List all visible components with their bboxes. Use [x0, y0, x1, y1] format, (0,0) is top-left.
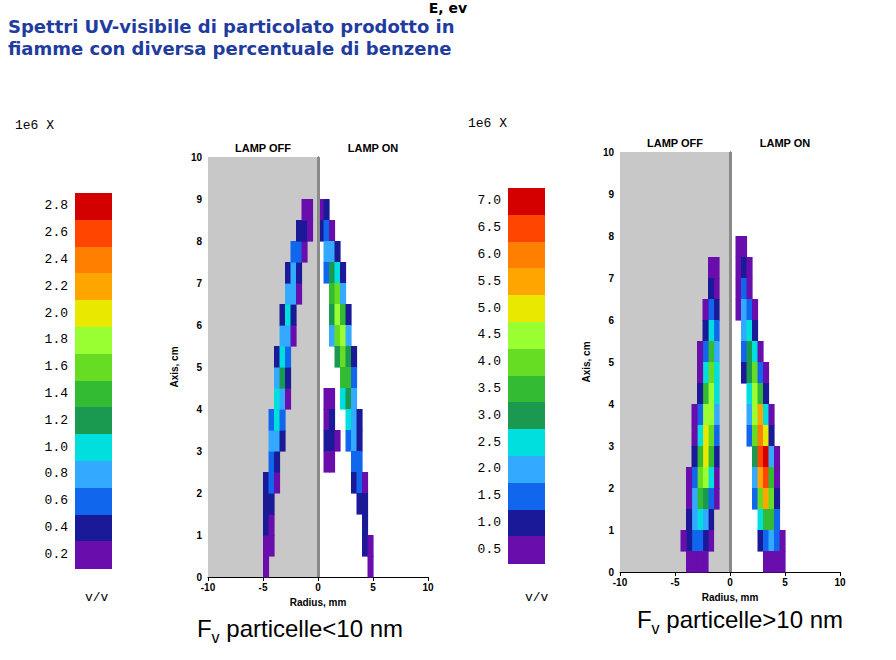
svg-text:2: 2 [608, 483, 614, 494]
svg-text:-10: -10 [201, 582, 216, 593]
html-text:0.2: 0.2 [44, 546, 68, 562]
html-text:2.4: 2.4 [44, 252, 68, 267]
html-text:4.5: 4.5 [477, 327, 501, 343]
html-text:1.2: 1.2 [44, 412, 68, 428]
svg-text:Axis, cm: Axis, cm [581, 341, 592, 382]
svg-text:6: 6 [196, 320, 202, 331]
svg-text:5: 5 [608, 357, 614, 368]
svg-text:5: 5 [370, 582, 376, 593]
svg-text:0: 0 [727, 577, 733, 588]
svg-text:Radius, mm: Radius, mm [290, 597, 347, 608]
svg-text:Radius, mm: Radius, mm [702, 592, 759, 603]
html-text:0.5: 0.5 [477, 541, 501, 557]
html-text:2.2: 2.2 [44, 278, 68, 294]
html-text:2.0: 2.0 [477, 461, 501, 477]
html-text:3.5: 3.5 [477, 381, 501, 396]
html-text:0.8: 0.8 [44, 466, 68, 482]
html-text:6.0: 6.0 [477, 247, 501, 262]
svg-text:1: 1 [608, 525, 614, 536]
svg-text:LAMP ON: LAMP ON [760, 137, 811, 149]
svg-text:8: 8 [608, 231, 614, 242]
svg-text:3: 3 [196, 446, 202, 457]
html-text:1e6 X: 1e6 X [15, 118, 54, 133]
svg-text:5: 5 [782, 577, 788, 588]
html-text:7.0: 7.0 [477, 193, 501, 209]
html-text:Spettri UV-visibile di partico: Spettri UV-visibile di particolato prodo… [8, 16, 455, 37]
svg-text:LAMP ON: LAMP ON [348, 142, 399, 154]
html-text:2.5: 2.5 [477, 434, 501, 450]
svg-text:-5: -5 [671, 577, 680, 588]
html-text:5.5: 5.5 [477, 273, 501, 289]
html-text:3.0: 3.0 [477, 407, 501, 423]
svg-text:Axis, cm: Axis, cm [169, 346, 180, 387]
html-text:1e6 X: 1e6 X [468, 116, 507, 131]
svg-text:0: 0 [315, 582, 321, 593]
html-text:1.4: 1.4 [44, 386, 68, 401]
svg-text:10: 10 [603, 147, 615, 158]
svg-text:4: 4 [608, 399, 614, 410]
svg-text:-10: -10 [613, 577, 628, 588]
html-text:fiamme con diversa percentuale: fiamme con diversa percentuale di benzen… [8, 37, 452, 59]
svg-text:10: 10 [834, 577, 846, 588]
html-text:6.5: 6.5 [477, 220, 501, 236]
svg-text:3: 3 [608, 441, 614, 452]
html-text:1.6: 1.6 [44, 359, 68, 375]
svg-text:0: 0 [196, 571, 202, 583]
html-text:4.0: 4.0 [477, 354, 501, 370]
svg-text:5: 5 [196, 362, 202, 373]
html-text:1.5: 1.5 [477, 488, 501, 504]
svg-text:8: 8 [196, 236, 202, 247]
html-text:2.8: 2.8 [44, 198, 68, 214]
svg-text:7: 7 [608, 273, 614, 284]
svg-text:LAMP OFF: LAMP OFF [647, 137, 703, 149]
html-text:2.6: 2.6 [44, 225, 68, 241]
html-text:5.0: 5.0 [477, 300, 501, 316]
svg-text:2: 2 [196, 488, 202, 499]
svg-text:9: 9 [196, 194, 202, 205]
svg-text:-5: -5 [259, 582, 268, 593]
html-text:v/v: v/v [85, 590, 109, 605]
svg-text:1: 1 [196, 530, 202, 541]
html-text:1.8: 1.8 [44, 332, 68, 348]
svg-text:0: 0 [608, 566, 614, 578]
html-text:0.4: 0.4 [44, 520, 68, 535]
svg-text:6: 6 [608, 315, 614, 326]
html-text:1.0: 1.0 [44, 439, 68, 455]
svg-text:10: 10 [191, 152, 203, 163]
svg-text:10: 10 [422, 582, 434, 593]
html-text:E, ev: E, ev [428, 0, 468, 16]
html-text:2.0: 2.0 [44, 305, 68, 321]
html-text:1.0: 1.0 [477, 515, 501, 530]
html-text:Fvparticelle<10 nm: Fvparticelle<10 nm [196, 615, 403, 646]
html-text:Fvparticelle>10 nm: Fvparticelle>10 nm [636, 606, 843, 637]
html-text:v/v: v/v [525, 590, 549, 605]
html-text:0.6: 0.6 [44, 493, 68, 509]
svg-text:9: 9 [608, 189, 614, 200]
svg-text:LAMP OFF: LAMP OFF [235, 142, 291, 154]
svg-text:7: 7 [196, 278, 202, 289]
svg-text:4: 4 [196, 404, 202, 415]
